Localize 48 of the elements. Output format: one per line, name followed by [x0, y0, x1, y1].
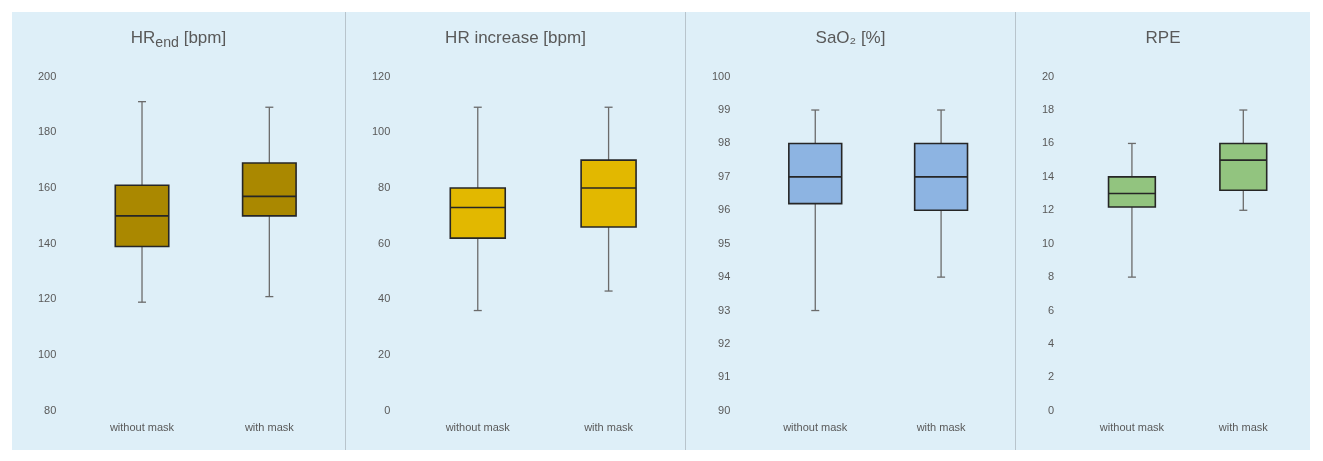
y-tick-label: 120	[37, 292, 57, 305]
x-tick-label: with mask	[243, 421, 295, 434]
chart-title: HR increase [bpm]	[444, 27, 587, 49]
x-tick-label: without mask	[1098, 421, 1165, 434]
y-tick-label: 100	[37, 348, 57, 361]
y-tick-label: 40	[378, 292, 391, 305]
x-tick-label: with mask	[583, 421, 634, 434]
y-tick-label: 0	[384, 403, 391, 416]
y-tick-label: 8	[1048, 270, 1055, 283]
y-tick-label: 16	[1041, 136, 1055, 149]
y-tick-label: 20	[1041, 69, 1055, 82]
x-tick-label: with mask	[1217, 421, 1269, 434]
y-tick-label: 2	[1048, 370, 1055, 383]
y-tick-label: 93	[718, 303, 731, 316]
y-tick-label: 12	[1041, 203, 1055, 216]
y-tick-label: 95	[718, 236, 731, 249]
y-tick-label: 200	[37, 69, 57, 82]
y-tick-label: 91	[718, 370, 731, 383]
y-tick-label: 18	[1041, 103, 1055, 116]
y-tick-label: 180	[37, 125, 57, 138]
y-tick-label: 90	[718, 403, 731, 416]
y-tick-label: 80	[44, 403, 57, 416]
chart-title: RPE	[1144, 27, 1182, 49]
y-tick-label: 100	[371, 125, 391, 138]
chart-title: HR$_{end}$ [bpm]	[129, 27, 228, 53]
chart-title: SaO₂ [%]	[814, 27, 887, 49]
y-tick-label: 6	[1048, 303, 1055, 316]
y-tick-label: 92	[718, 336, 731, 349]
y-tick-label: 94	[718, 270, 731, 283]
y-tick-label: 100	[711, 69, 731, 82]
y-tick-label: 140	[37, 236, 57, 249]
y-tick-label: 4	[1048, 336, 1055, 349]
x-tick-label: without mask	[444, 421, 511, 434]
x-tick-label: with mask	[915, 421, 967, 434]
y-tick-label: 97	[718, 169, 731, 182]
y-tick-label: 96	[718, 203, 731, 216]
x-tick-label: without mask	[108, 421, 175, 434]
y-tick-label: 14	[1041, 169, 1055, 182]
x-tick-label: without mask	[782, 421, 848, 434]
y-tick-label: 99	[718, 103, 731, 116]
y-tick-label: 80	[378, 181, 391, 194]
y-tick-label: 120	[371, 69, 391, 82]
y-tick-label: 20	[378, 348, 391, 361]
y-tick-label: 0	[1048, 403, 1055, 416]
y-tick-label: 60	[378, 236, 391, 249]
y-tick-label: 10	[1041, 236, 1055, 249]
y-tick-label: 98	[718, 136, 731, 149]
y-tick-label: 160	[37, 181, 57, 194]
